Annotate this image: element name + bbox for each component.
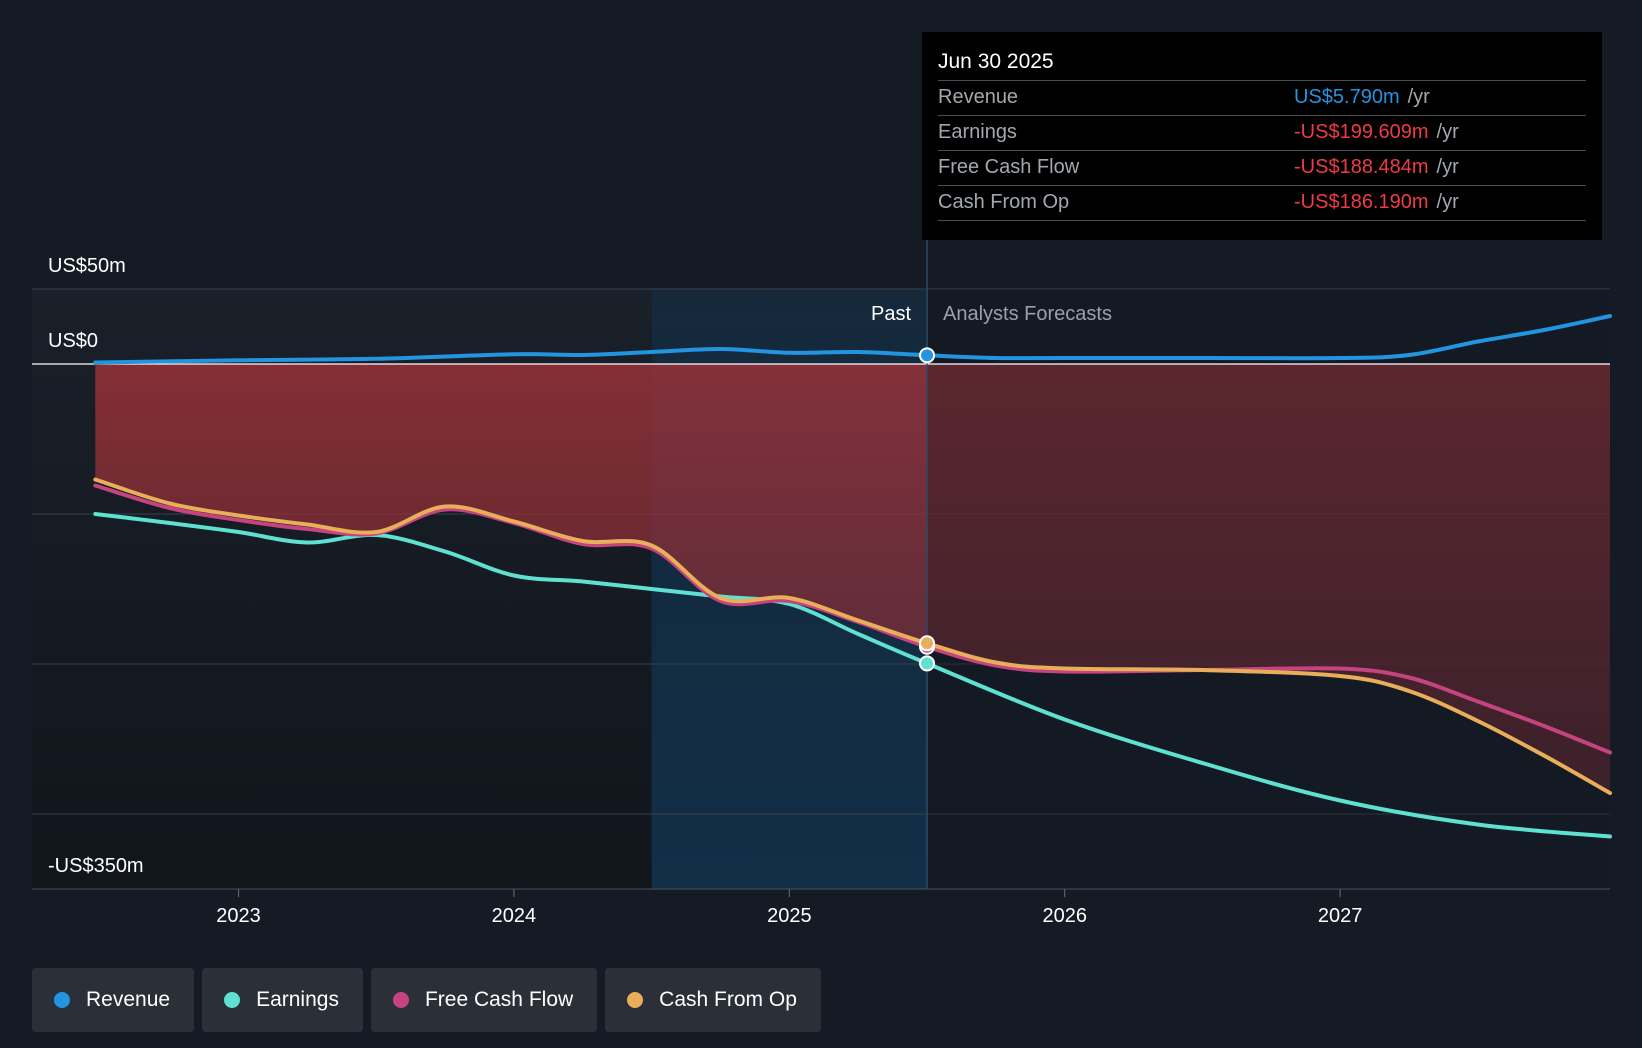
tooltip-row-free-cash-flow: Free Cash Flow -US$188.484m /yr: [938, 150, 1586, 185]
past-label: Past: [871, 303, 911, 325]
tooltip-name: Cash From Op: [938, 191, 1070, 213]
forecast-label: Analysts Forecasts: [943, 303, 1112, 325]
tooltip-unit: /yr: [1436, 156, 1459, 178]
x-tick-label: 2023: [216, 905, 261, 927]
tooltip-unit: /yr: [1407, 86, 1430, 108]
legend-item-revenue[interactable]: Revenue: [32, 968, 195, 1032]
x-tick-label: 2026: [1042, 905, 1087, 927]
series-marker-cash-from-op: [919, 635, 936, 652]
y-label-top: US$50m: [48, 255, 126, 277]
series-marker-earnings: [919, 655, 936, 672]
x-tick-label: 2025: [767, 905, 812, 927]
legend-item-free-cash-flow[interactable]: Free Cash Flow: [370, 968, 598, 1032]
tooltip-unit: /yr: [1436, 121, 1459, 143]
y-label-zero: US$0: [48, 330, 98, 352]
series-markers: [919, 347, 936, 672]
series-line-revenue: [93, 314, 1612, 365]
forecast-area-shade: [927, 289, 1610, 889]
legend-label: Free Cash Flow: [424, 988, 574, 1011]
legend-item-earnings[interactable]: Earnings: [202, 968, 363, 1032]
tooltip-row-cash-from-op: Cash From Op -US$186.190m /yr: [938, 185, 1586, 221]
x-tick-label: 2027: [1318, 905, 1363, 927]
series-marker-revenue: [919, 347, 936, 364]
legend-item-cash-from-op[interactable]: Cash From Op: [605, 968, 821, 1032]
legend-label: Cash From Op: [659, 988, 797, 1011]
series-line-earnings: [93, 512, 1612, 839]
legend-label: Revenue: [86, 988, 171, 1011]
free-cash-flow-dot-icon: [392, 992, 409, 1008]
series-line-cash-from-op: [93, 477, 1612, 795]
tooltip-value: -US$188.484m: [1294, 156, 1429, 178]
tooltip-value: -US$186.190m: [1294, 191, 1429, 213]
tooltip-value: -US$199.609m: [1294, 121, 1429, 143]
tooltip-value: US$5.790m: [1294, 86, 1400, 108]
legend: Revenue Earnings Free Cash Flow Cash Fro…: [32, 968, 829, 1032]
cash-from-op-dot-icon: [627, 992, 644, 1008]
tooltip-name: Revenue: [938, 86, 1019, 108]
legend-label: Earnings: [256, 988, 339, 1011]
y-label-bottom: -US$350m: [48, 855, 144, 877]
tooltip-row-earnings: Earnings -US$199.609m /yr: [938, 115, 1586, 150]
series-lines: [93, 314, 1612, 839]
tooltip-unit: /yr: [1436, 191, 1459, 213]
series-line-free-cash-flow: [93, 483, 1612, 755]
tooltip-date: Jun 30 2025: [938, 50, 1054, 73]
earnings-dot-icon: [224, 992, 241, 1008]
negative-area-fill: [95, 364, 1610, 793]
tooltip-name: Earnings: [938, 121, 1017, 143]
tooltip: Jun 30 2025 Revenue US$5.790m /yr Earnin…: [922, 32, 1602, 240]
y-axis-labels: US$50m US$0 -US$350m: [48, 255, 144, 877]
tooltip-name: Free Cash Flow: [938, 156, 1080, 178]
x-tick-label: 2024: [492, 905, 537, 927]
x-axis-ticks: 2023 2024 2025 2026 2027: [216, 889, 1362, 927]
revenue-dot-icon: [54, 992, 70, 1008]
tooltip-row-revenue: Revenue US$5.790m /yr: [938, 80, 1586, 115]
